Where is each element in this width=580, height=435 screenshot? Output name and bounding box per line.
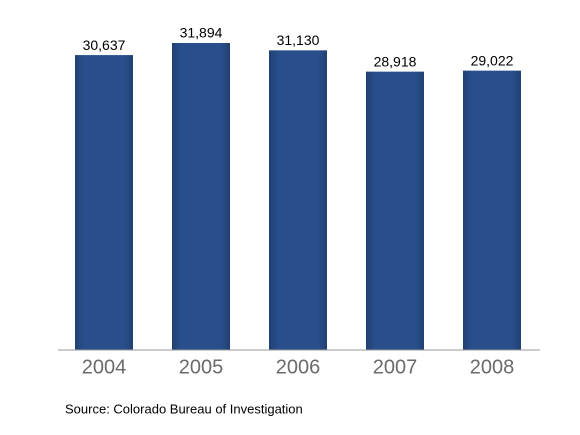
x-tick-label: 2006 [276,356,321,378]
value-label: 31,894 [180,25,223,41]
source-note: Source: Colorado Bureau of Investigation [65,401,303,416]
x-tick-label: 2005 [179,356,224,378]
value-label: 29,022 [471,52,514,68]
x-tick-label: 2004 [82,356,127,378]
bar-shade [463,70,521,350]
x-tick-label: 2008 [470,356,515,378]
value-label: 28,918 [374,53,417,69]
x-tick-label: 2007 [373,356,418,378]
bar-shade [269,50,327,351]
value-label: 30,637 [83,37,126,53]
bar-shade [172,43,230,350]
bar-shade [366,71,424,351]
value-label: 31,130 [277,32,320,48]
bar-shade [75,55,133,350]
